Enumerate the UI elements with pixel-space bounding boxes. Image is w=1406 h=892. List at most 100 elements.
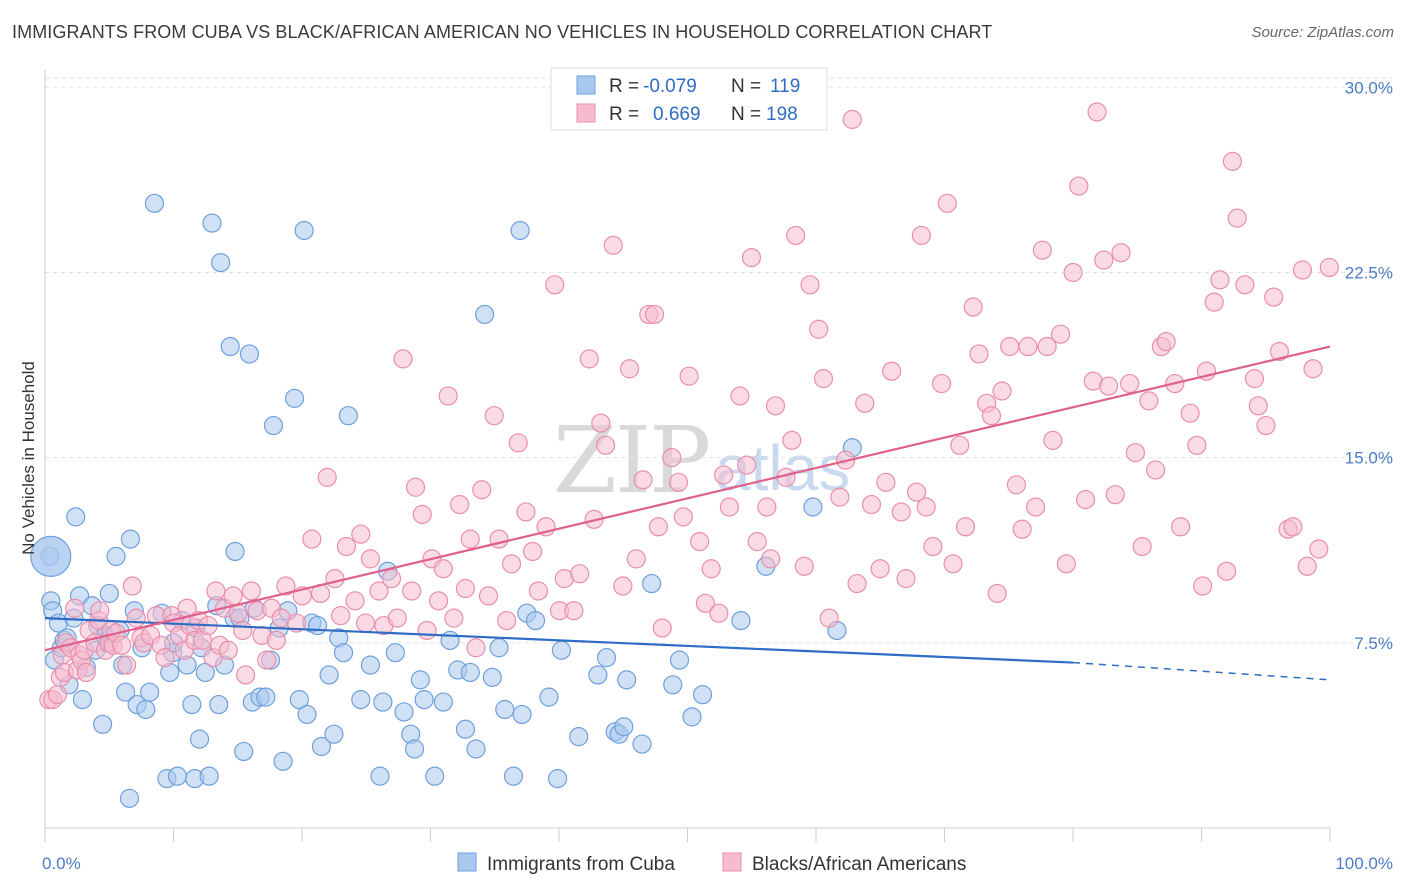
black-point-66 [331,606,351,626]
cuba-point-25 [119,788,140,808]
black-point-113 [626,549,646,569]
black-point-216 [1297,556,1317,576]
black-point-119 [662,448,682,468]
black-point-169 [992,381,1012,401]
black-point-48 [223,586,243,606]
cuba-point-24 [116,682,136,702]
legend-r-value-2: 0.669 [653,104,701,125]
black-point-192 [1139,391,1159,411]
series-black-points [39,102,1339,710]
cuba-point-70 [294,220,314,241]
black-point-88 [460,529,480,549]
y-tick-3: 30.0% [1345,78,1393,97]
black-point-92 [484,406,504,426]
black-point-51 [236,665,256,685]
black-point-186 [1098,376,1119,396]
trend-line-cuba [44,617,1074,664]
cuba-point-30 [136,699,156,720]
black-point-110 [603,235,623,255]
cuba-point-66 [273,751,293,771]
black-point-96 [508,433,528,453]
black-point-75 [387,608,407,628]
y-tick-2: 22.5% [1345,263,1393,282]
black-point-72 [369,581,389,601]
black-point-98 [523,541,543,562]
black-point-198 [1180,403,1200,423]
black-point-32 [155,648,175,668]
cuba-point-46 [195,662,215,683]
black-point-94 [497,610,517,631]
black-point-154 [896,569,916,589]
cuba-point-57 [234,741,254,762]
black-point-167 [981,406,1002,426]
black-point-129 [730,386,750,406]
black-point-125 [701,559,721,579]
black-point-86 [450,494,470,515]
legend-n-value-1: 119 [770,76,800,97]
cuba-point-106 [525,610,546,631]
cuba-point-81 [360,655,381,675]
cuba-point-107 [539,687,559,707]
black-point-135 [765,396,786,416]
bottom-legend-label-black: Blacks/African Americans [752,854,966,875]
watermark: ZIP atlas [553,407,850,514]
cuba-point-88 [404,739,425,759]
black-point-99 [528,581,548,601]
black-point-171 [1006,475,1027,495]
cuba-point-82 [370,766,390,786]
black-point-60 [286,613,307,633]
black-point-91 [478,586,499,606]
black-point-69 [351,524,371,544]
black-point-109 [595,435,616,455]
cuba-point-110 [569,727,589,747]
black-point-140 [800,275,820,295]
black-point-104 [564,601,584,621]
cuba-point-83 [373,692,393,712]
cuba-point-12 [72,690,93,710]
cuba-point-68 [284,388,305,408]
black-point-25 [122,576,142,596]
cuba-point-104 [512,704,532,725]
black-point-195 [1156,331,1176,352]
black-point-178 [1050,324,1071,344]
cuba-point-95 [455,719,476,739]
black-point-206 [1227,208,1247,228]
black-point-118 [652,618,672,638]
black-point-168 [987,583,1007,604]
black-point-173 [1018,336,1038,357]
black-point-217 [1303,359,1323,379]
legend-swatch-cuba [576,75,596,95]
cuba-point-119 [663,675,683,695]
black-point-127 [714,465,734,485]
black-point-170 [1000,336,1020,357]
black-point-111 [613,576,633,596]
black-point-188 [1111,243,1131,263]
black-point-210 [1256,415,1276,436]
black-point-212 [1269,341,1290,362]
black-point-150 [870,559,890,579]
black-point-126 [709,603,729,623]
cuba-point-62 [256,687,276,707]
cuba-point-91 [425,766,445,786]
cuba-point-48 [202,213,222,233]
cuba-point-50 [209,694,229,715]
black-point-116 [644,304,665,325]
black-point-182 [1075,490,1096,510]
black-point-174 [1026,497,1046,517]
black-point-143 [819,608,839,628]
bottom-legend-swatch-cuba [457,852,477,872]
black-point-193 [1145,460,1166,480]
cuba-point-21 [106,546,126,567]
cuba-point-120 [669,650,690,670]
black-point-137 [782,430,802,450]
black-point-105 [570,564,590,584]
black-point-200 [1193,576,1213,596]
black-point-50 [233,620,253,641]
black-point-117 [648,517,668,537]
cuba-point-116 [617,670,637,690]
legend-n-value-2: 198 [766,104,798,125]
black-point-70 [356,613,376,633]
black-point-177 [1043,430,1063,450]
cuba-point-44 [189,729,210,749]
black-point-134 [761,549,781,569]
